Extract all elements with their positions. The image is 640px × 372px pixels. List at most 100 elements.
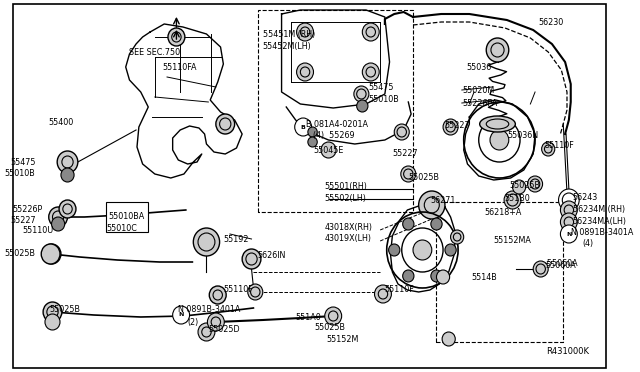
Text: 55501(RH): 55501(RH) [324,182,367,190]
Circle shape [443,119,458,135]
Circle shape [431,270,442,282]
Circle shape [42,244,61,264]
Text: 55227: 55227 [444,121,470,129]
Text: 55020M: 55020M [463,86,495,94]
Circle shape [296,23,314,41]
Circle shape [451,230,464,244]
Text: 55452M(LH): 55452M(LH) [263,42,312,51]
Circle shape [198,323,215,341]
Text: 56218+A: 56218+A [484,208,522,217]
Text: 55010BA: 55010BA [109,212,145,221]
Circle shape [173,306,189,324]
Circle shape [394,124,409,140]
Circle shape [168,28,185,46]
Circle shape [388,244,400,256]
Circle shape [49,207,67,227]
Text: 55010C: 55010C [106,224,137,232]
Text: (4): (4) [582,238,593,247]
Text: 55110FA: 55110FA [163,62,197,71]
Circle shape [374,285,392,303]
Circle shape [486,38,509,62]
Circle shape [216,114,235,134]
Text: 5514B: 5514B [471,273,497,282]
Text: 55110F: 55110F [385,285,415,295]
Circle shape [442,332,455,346]
Text: B 081A4-0201A: B 081A4-0201A [306,119,368,128]
Text: (2): (2) [188,317,199,327]
Circle shape [559,189,579,211]
Text: SEE SEC.750: SEE SEC.750 [129,48,180,57]
Circle shape [296,63,314,81]
Circle shape [59,200,76,218]
Text: 56234M (RH): 56234M (RH) [573,205,625,214]
Text: (4)  55269: (4) 55269 [312,131,354,140]
Text: N 0891B-3401A: N 0891B-3401A [571,228,633,237]
Circle shape [541,142,555,156]
Text: 55025B: 55025B [509,180,541,189]
Text: 55502(LH): 55502(LH) [324,193,367,202]
Circle shape [431,218,442,230]
Text: 55110F: 55110F [223,285,253,295]
Text: 55010B: 55010B [5,169,36,177]
Text: -55060A: -55060A [545,260,578,269]
Text: 55025B: 55025B [4,248,36,257]
Circle shape [413,240,432,260]
Text: 55060A: 55060A [545,260,576,269]
Text: N 0891B-3401A: N 0891B-3401A [179,305,241,314]
Text: 55025D: 55025D [209,326,240,334]
Text: 55110F: 55110F [545,141,574,150]
Circle shape [362,23,380,41]
Circle shape [193,228,220,256]
Text: 55226P: 55226P [13,205,43,214]
Text: 55226PA: 55226PA [463,99,498,108]
Circle shape [294,118,312,136]
Text: N: N [566,231,572,237]
Text: 43018X(RH): 43018X(RH) [324,222,372,231]
Text: 55152MA: 55152MA [493,235,532,244]
Circle shape [356,100,368,112]
Circle shape [401,166,416,182]
Circle shape [403,270,414,282]
Text: 551B0: 551B0 [504,193,530,202]
Text: 55010B: 55010B [368,94,399,103]
Circle shape [324,307,342,325]
Circle shape [513,180,525,194]
Circle shape [43,302,62,322]
Circle shape [445,244,456,256]
Text: 56234MA(LH): 56234MA(LH) [573,217,627,225]
Text: 55475: 55475 [368,83,394,92]
Text: 55475: 55475 [10,157,36,167]
Circle shape [362,63,380,81]
Text: B: B [301,125,306,129]
Circle shape [321,142,336,158]
Circle shape [248,284,263,300]
Circle shape [354,86,369,102]
Circle shape [207,313,224,331]
Text: 55192: 55192 [223,234,249,244]
Circle shape [209,286,226,304]
Text: 55036N: 55036N [507,131,538,140]
Text: 55400: 55400 [48,118,73,126]
Text: R431000K: R431000K [547,347,589,356]
Text: 551A0: 551A0 [296,312,321,321]
Text: 56243: 56243 [573,192,598,202]
Circle shape [504,191,521,209]
Circle shape [45,314,60,330]
Text: 55451M (RH): 55451M (RH) [263,29,315,38]
Circle shape [561,201,577,219]
Circle shape [308,137,317,147]
Circle shape [57,151,78,173]
Bar [106,202,148,232]
Text: 55227: 55227 [10,215,36,224]
Circle shape [308,127,317,137]
Text: 55045E: 55045E [314,145,344,154]
Circle shape [490,130,509,150]
Circle shape [41,244,60,264]
Circle shape [242,249,261,269]
Circle shape [436,270,450,284]
Text: 55036: 55036 [467,62,492,71]
Text: 55025B: 55025B [314,324,346,333]
Text: 55227: 55227 [392,148,418,157]
Text: N: N [179,312,184,317]
Text: 43019X(LH): 43019X(LH) [324,234,372,243]
